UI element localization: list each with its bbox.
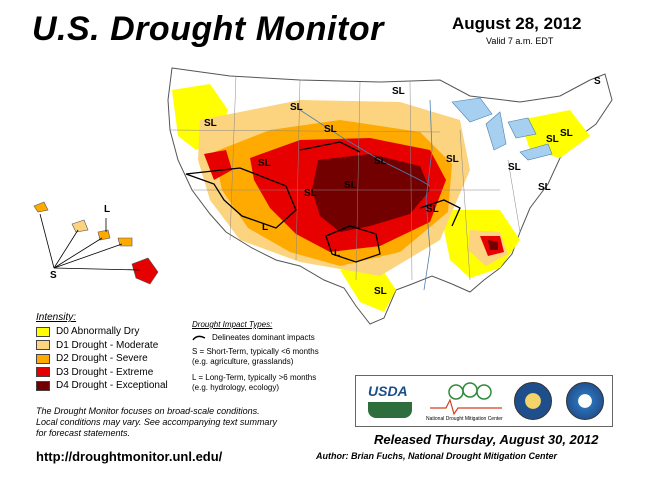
intensity-legend: Intensity: D0 Abnormally Dry D1 Drought …	[36, 312, 186, 393]
impact-label: SL	[304, 188, 317, 199]
impact-label: S	[594, 76, 601, 87]
impact-label: SL	[374, 156, 387, 167]
legend-swatch	[36, 340, 50, 351]
impact-label: SL	[324, 124, 337, 135]
impact-label: L	[262, 222, 268, 233]
map-title: U.S. Drought Monitor	[32, 10, 384, 48]
d0-area-northeast	[520, 110, 590, 158]
note-line: Local conditions may vary. See accompany…	[36, 417, 277, 427]
legend-label: D2 Drought - Severe	[56, 353, 148, 365]
legend-label: D1 Drought - Moderate	[56, 339, 159, 351]
impact-short-term: S = Short-Term, typically <6 months (e.g…	[192, 347, 362, 367]
legend-swatch	[36, 353, 50, 364]
impact-label: S	[50, 270, 57, 281]
valid-time: Valid 7 a.m. EDT	[486, 36, 554, 46]
legend-swatch	[36, 326, 50, 337]
d4-area-central	[312, 154, 430, 232]
drought-map: SL SL SL SL SL SL SL SL SL SL SL SL SL S…	[33, 67, 613, 325]
impact-delineation-label: Delineates dominant impacts	[212, 333, 315, 342]
note-line: The Drought Monitor focuses on broad-sca…	[36, 406, 260, 416]
noaa-logo-icon	[566, 382, 604, 420]
impact-boundaries	[185, 141, 461, 263]
usda-field-icon	[368, 402, 412, 418]
great-lakes	[451, 97, 553, 161]
impact-label: SL	[426, 204, 439, 215]
impact-label: SL	[546, 134, 559, 145]
impact-label: SL	[508, 162, 521, 173]
legend-swatch	[36, 380, 50, 391]
impact-label: SL	[290, 102, 303, 113]
d4-area-georgia	[488, 240, 498, 250]
website-link[interactable]: http://droughtmonitor.unl.edu/	[36, 449, 223, 464]
impact-label: SL	[344, 180, 357, 191]
legend-title: Intensity:	[36, 312, 77, 323]
impact-label: SL	[374, 286, 387, 297]
boundary-line-icon	[192, 335, 206, 340]
usda-logo: USDA	[364, 380, 422, 424]
ndmc-name: National Drought Mitigation Center	[426, 416, 503, 422]
author-credit: Author: Brian Fuchs, National Drought Mi…	[316, 451, 557, 461]
d0-area-texas	[340, 266, 396, 312]
legend-label: D4 Drought - Exceptional	[56, 380, 168, 392]
impact-label: SL	[392, 86, 405, 97]
legend-item-d0: D0 Abnormally Dry	[36, 325, 186, 339]
legend-item-d2: D2 Drought - Severe	[36, 352, 186, 366]
impact-types-legend: Drought Impact Types: Delineates dominan…	[192, 320, 362, 399]
impact-label: SL	[446, 154, 459, 165]
ndmc-trees-icon	[430, 382, 502, 416]
legend-label: D3 Drought - Extreme	[56, 366, 154, 378]
impact-types-title: Drought Impact Types:	[192, 320, 273, 329]
ndmc-logo: National Drought Mitigation Center	[426, 380, 506, 424]
hawaii-inset	[33, 201, 159, 285]
impact-label: L	[104, 204, 110, 215]
legend-swatch	[36, 367, 50, 378]
impact-long-term-example: (e.g. hydrology, ecology)	[192, 383, 280, 392]
impact-label: SL	[258, 158, 271, 169]
mississippi-river	[423, 99, 433, 291]
impact-label: SL	[538, 182, 551, 193]
note-line: for forecast statements.	[36, 428, 131, 438]
missouri-river	[299, 109, 431, 187]
commerce-seal-icon	[514, 382, 552, 420]
state-borders	[169, 75, 521, 281]
impact-label: L	[334, 248, 340, 259]
impact-delineation: Delineates dominant impacts	[192, 333, 362, 342]
impact-label: SL	[204, 118, 217, 129]
impact-label: SL	[560, 128, 573, 139]
map-date: August 28, 2012	[452, 14, 582, 33]
legend-item-d1: D1 Drought - Moderate	[36, 339, 186, 353]
impact-long-term: L = Long-Term, typically >6 months (e.g.…	[192, 373, 362, 393]
usda-wordmark: USDA	[368, 383, 408, 399]
legend-label: D0 Abnormally Dry	[56, 326, 140, 338]
impact-long-term-label: L = Long-Term, typically >6 months	[192, 373, 317, 382]
disclaimer-note: The Drought Monitor focuses on broad-sca…	[36, 406, 336, 439]
legend-item-d4: D4 Drought - Exceptional	[36, 379, 186, 393]
release-date: Released Thursday, August 30, 2012	[374, 432, 599, 447]
impact-short-term-example: (e.g. agriculture, grasslands)	[192, 357, 294, 366]
d3-area-nevada	[204, 150, 232, 180]
legend-item-d3: D3 Drought - Extreme	[36, 366, 186, 380]
hawaii-pointer-lines	[39, 213, 141, 271]
partner-logos: USDA National Drought Mitigation Center	[355, 375, 613, 427]
impact-short-term-label: S = Short-Term, typically <6 months	[192, 347, 319, 356]
